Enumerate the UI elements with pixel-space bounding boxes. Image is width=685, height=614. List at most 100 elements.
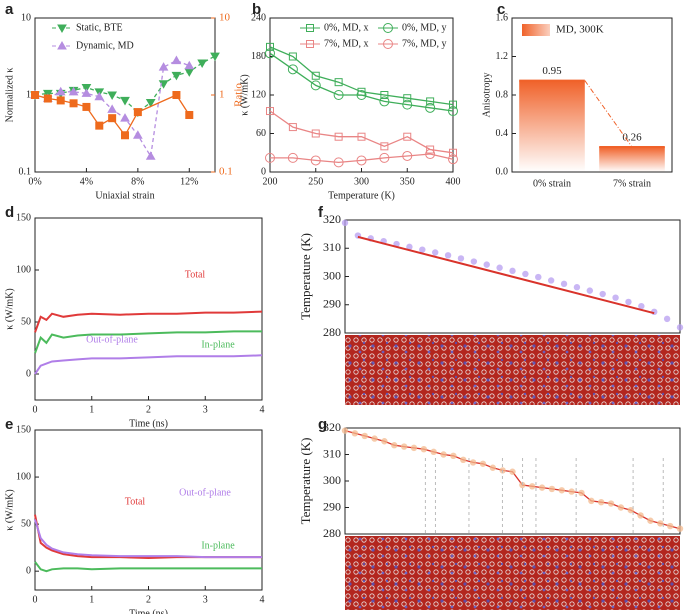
connector xyxy=(584,80,633,148)
marker xyxy=(379,96,390,107)
y-axis-label: κ (W/mK) xyxy=(4,489,15,530)
marker xyxy=(184,68,195,77)
y-tick-label: 100 xyxy=(16,471,31,482)
marker xyxy=(184,60,195,70)
marker xyxy=(356,90,367,100)
marker xyxy=(43,94,52,103)
marker xyxy=(379,152,390,163)
series-line xyxy=(34,519,262,559)
marker xyxy=(94,91,105,101)
marker xyxy=(402,150,413,161)
x-tick-label: 3 xyxy=(203,594,208,605)
marker xyxy=(617,504,625,511)
x-tick-label: 0% strain xyxy=(533,178,571,189)
y-tick-label: 150 xyxy=(16,424,31,435)
x-axis-label: Time (ns) xyxy=(129,418,168,429)
marker xyxy=(311,129,320,138)
marker xyxy=(578,489,585,497)
marker xyxy=(288,52,297,61)
x-tick-label: 300 xyxy=(354,176,369,187)
y-tick-label: 280 xyxy=(323,526,341,540)
marker xyxy=(663,315,671,323)
marker xyxy=(145,98,156,108)
x-tick-label: 400 xyxy=(446,176,461,187)
y-tick-label: 310 xyxy=(323,240,341,254)
annotation: Total xyxy=(185,269,206,280)
marker xyxy=(403,132,412,141)
value-label: 0.95 xyxy=(542,65,562,77)
x-tick-label: 1 xyxy=(89,404,94,415)
panel-letter: e xyxy=(5,416,13,433)
marker xyxy=(420,446,428,453)
marker xyxy=(457,255,465,262)
x-axis-label: Time (ns) xyxy=(129,608,168,614)
series-line xyxy=(270,153,454,164)
marker xyxy=(357,132,366,141)
x-tick-label: 200 xyxy=(263,176,278,187)
structure-f xyxy=(345,335,680,405)
legend-label: 7%, MD, y xyxy=(402,38,446,49)
marker xyxy=(171,55,182,65)
marker xyxy=(483,261,490,268)
y2-axis-label: Ratio xyxy=(233,83,245,107)
x-tick-label: 3 xyxy=(203,404,208,415)
marker xyxy=(425,149,436,160)
y-tick-label: 290 xyxy=(323,297,341,311)
marker xyxy=(676,324,684,331)
marker xyxy=(509,468,516,475)
marker xyxy=(380,91,389,99)
marker xyxy=(573,284,581,291)
y-tick-label: 1.2 xyxy=(496,51,509,62)
y-tick-label: 240 xyxy=(251,12,266,23)
annotation: Total xyxy=(125,496,146,507)
panel-letter: g xyxy=(318,416,327,433)
y-tick-label: 60 xyxy=(256,128,266,139)
marker xyxy=(450,452,457,460)
y-tick-label: 300 xyxy=(323,268,341,282)
marker xyxy=(351,430,359,437)
marker xyxy=(371,435,378,442)
marker xyxy=(625,298,632,306)
y-tick-label: 50 xyxy=(21,518,31,529)
series-line xyxy=(269,52,454,112)
marker xyxy=(637,512,644,519)
marker xyxy=(132,130,143,139)
structure-g xyxy=(345,536,680,610)
marker xyxy=(406,243,413,251)
marker xyxy=(265,152,275,163)
series-line xyxy=(34,561,262,573)
plot-frame xyxy=(34,217,263,401)
marker xyxy=(68,86,79,96)
marker xyxy=(547,277,555,284)
marker xyxy=(403,94,412,103)
annotation: In-plane xyxy=(201,540,235,551)
y-tick-label: 320 xyxy=(323,420,341,434)
marker xyxy=(287,64,298,75)
y2-tick-label: 10 xyxy=(219,12,231,24)
marker xyxy=(489,464,496,471)
marker xyxy=(172,91,181,99)
marker xyxy=(81,88,92,97)
y-tick-label: 0.8 xyxy=(496,89,509,100)
series-line xyxy=(34,330,262,354)
y-tick-label: 320 xyxy=(323,212,341,226)
marker xyxy=(522,270,529,278)
panel-letter: b xyxy=(252,1,261,18)
y-axis-label: Temperature (K) xyxy=(298,233,313,320)
marker xyxy=(448,154,458,165)
y-tick-label: 0.1 xyxy=(19,166,32,177)
marker xyxy=(638,302,645,310)
marker xyxy=(287,152,298,163)
marker xyxy=(341,219,349,227)
y-tick-label: 10 xyxy=(21,12,31,23)
y-tick-label: 1 xyxy=(26,89,31,100)
marker xyxy=(197,59,208,69)
series-line xyxy=(34,354,263,375)
marker xyxy=(529,483,536,490)
marker xyxy=(266,42,274,51)
legend-marker xyxy=(57,40,67,50)
y-tick-label: 290 xyxy=(323,499,341,513)
marker xyxy=(120,113,130,122)
series-line xyxy=(34,310,263,333)
